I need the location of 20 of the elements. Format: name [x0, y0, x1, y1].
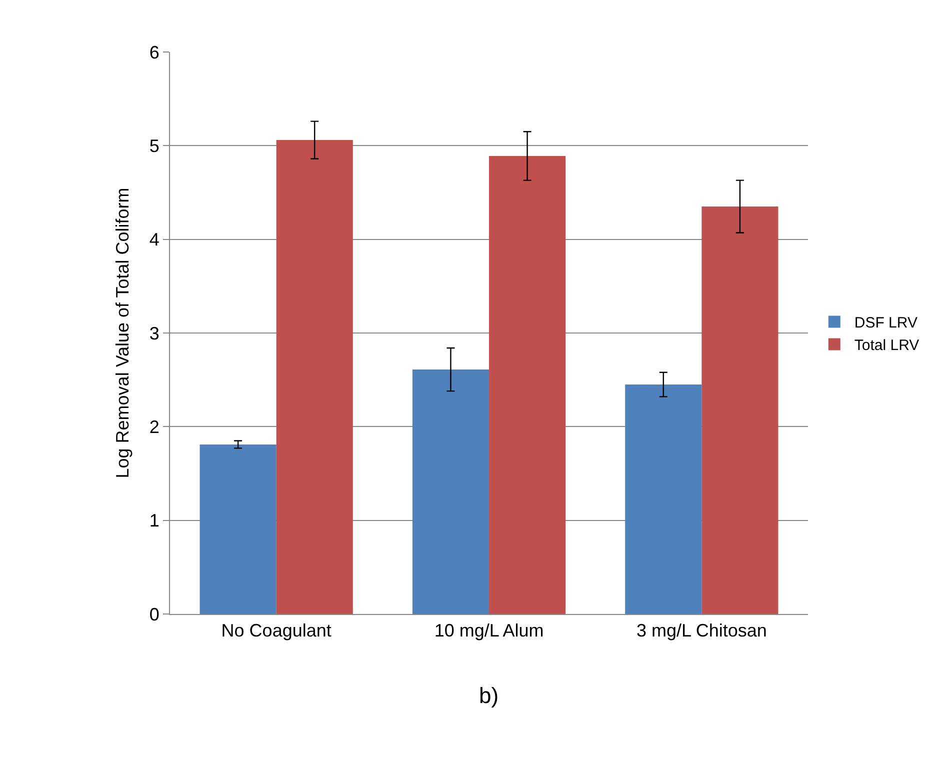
y-tick-label: 6 — [149, 42, 160, 62]
bar — [200, 444, 276, 614]
x-tick-label: 10 mg/L Alum — [434, 620, 544, 641]
text: b) — [479, 683, 499, 708]
y-tick-label: 0 — [149, 604, 160, 624]
legend-label: Total LRV — [854, 337, 920, 354]
y-tick-label: 1 — [149, 510, 160, 531]
bar — [702, 206, 778, 614]
y-tick-label: 3 — [149, 323, 160, 344]
bar — [276, 140, 353, 614]
bar — [412, 370, 489, 614]
bar — [625, 384, 702, 614]
y-tick-label: 5 — [149, 136, 160, 156]
bar — [489, 156, 566, 614]
y-tick-label: 4 — [149, 230, 160, 250]
legend-label: DSF LRV — [854, 314, 918, 332]
y-axis-title: Log Removal Value of Total Coliform — [112, 188, 133, 478]
x-tick-label: No Coagulant — [221, 620, 332, 641]
y-tick-label: 2 — [149, 416, 160, 437]
x-tick-label: 3 mg/L Chitosan — [636, 620, 767, 641]
